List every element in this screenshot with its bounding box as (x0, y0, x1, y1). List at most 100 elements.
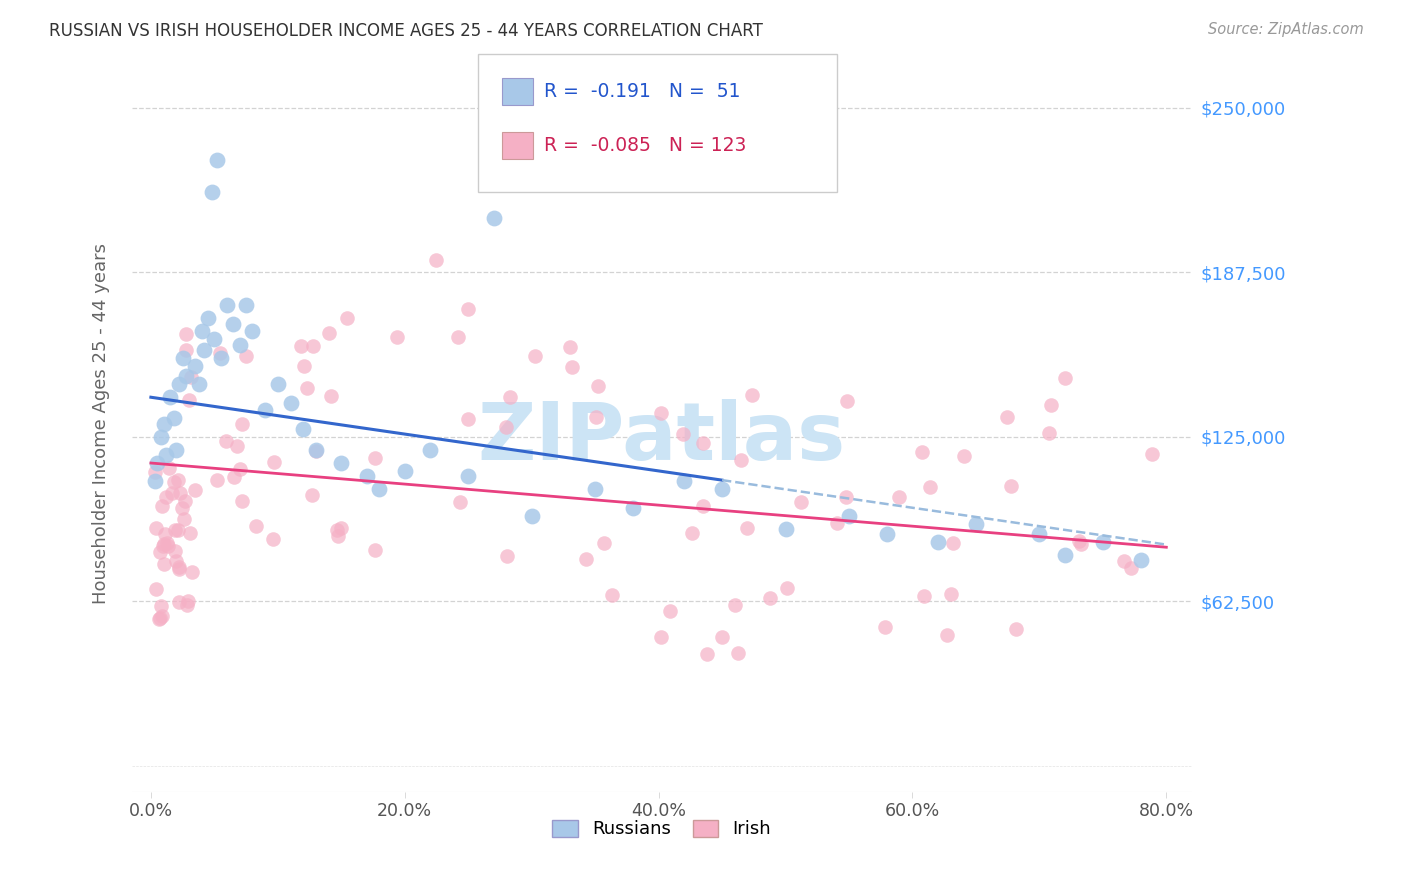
Point (174, 343, 197, 357)
Point (229, 462, 252, 476)
Point (495, 419, 517, 434)
Point (834, 491, 856, 505)
Point (177, 593, 200, 607)
Point (912, 589, 935, 603)
Point (741, 388, 763, 402)
Point (152, 557, 174, 571)
Point (735, 521, 758, 535)
Point (205, 153, 228, 168)
Point (179, 526, 201, 541)
Point (155, 448, 177, 462)
Point (165, 523, 187, 537)
Point (600, 588, 623, 602)
Point (197, 311, 219, 326)
Point (1053, 370, 1076, 384)
Point (419, 442, 441, 457)
Point (650, 406, 672, 420)
Point (356, 469, 378, 483)
Point (301, 339, 323, 353)
Point (1039, 398, 1062, 412)
Point (586, 379, 609, 393)
Point (145, 521, 167, 535)
Point (942, 535, 965, 549)
Point (174, 493, 197, 508)
Point (457, 301, 479, 316)
Point (696, 647, 718, 661)
Point (149, 611, 172, 625)
Point (650, 630, 672, 644)
Point (1119, 561, 1142, 575)
Point (457, 469, 479, 483)
Point (165, 442, 187, 457)
Point (146, 456, 169, 470)
Point (995, 409, 1018, 424)
Point (222, 469, 245, 483)
Text: ZIPatlas: ZIPatlas (478, 400, 846, 477)
Point (215, 434, 238, 448)
Point (176, 369, 198, 384)
Point (318, 326, 340, 340)
Point (583, 483, 606, 497)
Text: RUSSIAN VS IRISH HOUSEHOLDER INCOME AGES 25 - 44 YEARS CORRELATION CHART: RUSSIAN VS IRISH HOUSEHOLDER INCOME AGES… (49, 22, 763, 40)
Point (321, 389, 343, 403)
Point (172, 351, 194, 365)
Point (447, 329, 470, 343)
Point (385, 330, 408, 344)
Point (150, 609, 173, 624)
Point (170, 500, 193, 515)
Point (727, 647, 749, 661)
Point (229, 337, 252, 351)
Point (181, 565, 204, 579)
Point (368, 483, 391, 497)
Point (394, 464, 416, 478)
Point (163, 475, 186, 490)
Point (876, 527, 898, 541)
Point (920, 480, 942, 494)
Point (201, 185, 224, 199)
Point (242, 325, 264, 339)
Point (873, 620, 896, 634)
Point (364, 542, 387, 557)
Point (1070, 536, 1092, 550)
Point (1028, 527, 1050, 541)
Point (301, 488, 323, 502)
Point (364, 451, 387, 466)
Point (758, 591, 780, 606)
Point (1000, 479, 1022, 493)
Point (336, 311, 359, 326)
Point (193, 343, 215, 357)
Point (330, 521, 353, 535)
Point (499, 390, 522, 404)
Point (235, 298, 257, 312)
Point (163, 411, 186, 425)
Point (692, 436, 714, 450)
Point (176, 598, 198, 612)
Text: Source: ZipAtlas.com: Source: ZipAtlas.com (1208, 22, 1364, 37)
Point (593, 536, 616, 550)
Point (155, 490, 177, 504)
Point (1114, 554, 1136, 568)
Point (152, 417, 174, 431)
Point (496, 549, 519, 563)
Point (290, 339, 312, 353)
Point (149, 599, 172, 613)
Point (825, 516, 848, 530)
Point (520, 508, 543, 523)
Text: R =  -0.085   N = 123: R = -0.085 N = 123 (544, 136, 747, 155)
Point (328, 528, 350, 542)
Point (672, 475, 695, 489)
Point (163, 543, 186, 558)
Point (262, 532, 284, 546)
Point (173, 512, 195, 526)
Point (524, 349, 547, 363)
Point (209, 351, 232, 365)
Point (710, 631, 733, 645)
Point (1091, 535, 1114, 549)
Point (775, 522, 797, 536)
Point (157, 461, 180, 475)
Point (231, 494, 253, 508)
Point (180, 370, 202, 384)
Point (159, 390, 181, 404)
Point (939, 587, 962, 601)
Point (936, 628, 959, 642)
